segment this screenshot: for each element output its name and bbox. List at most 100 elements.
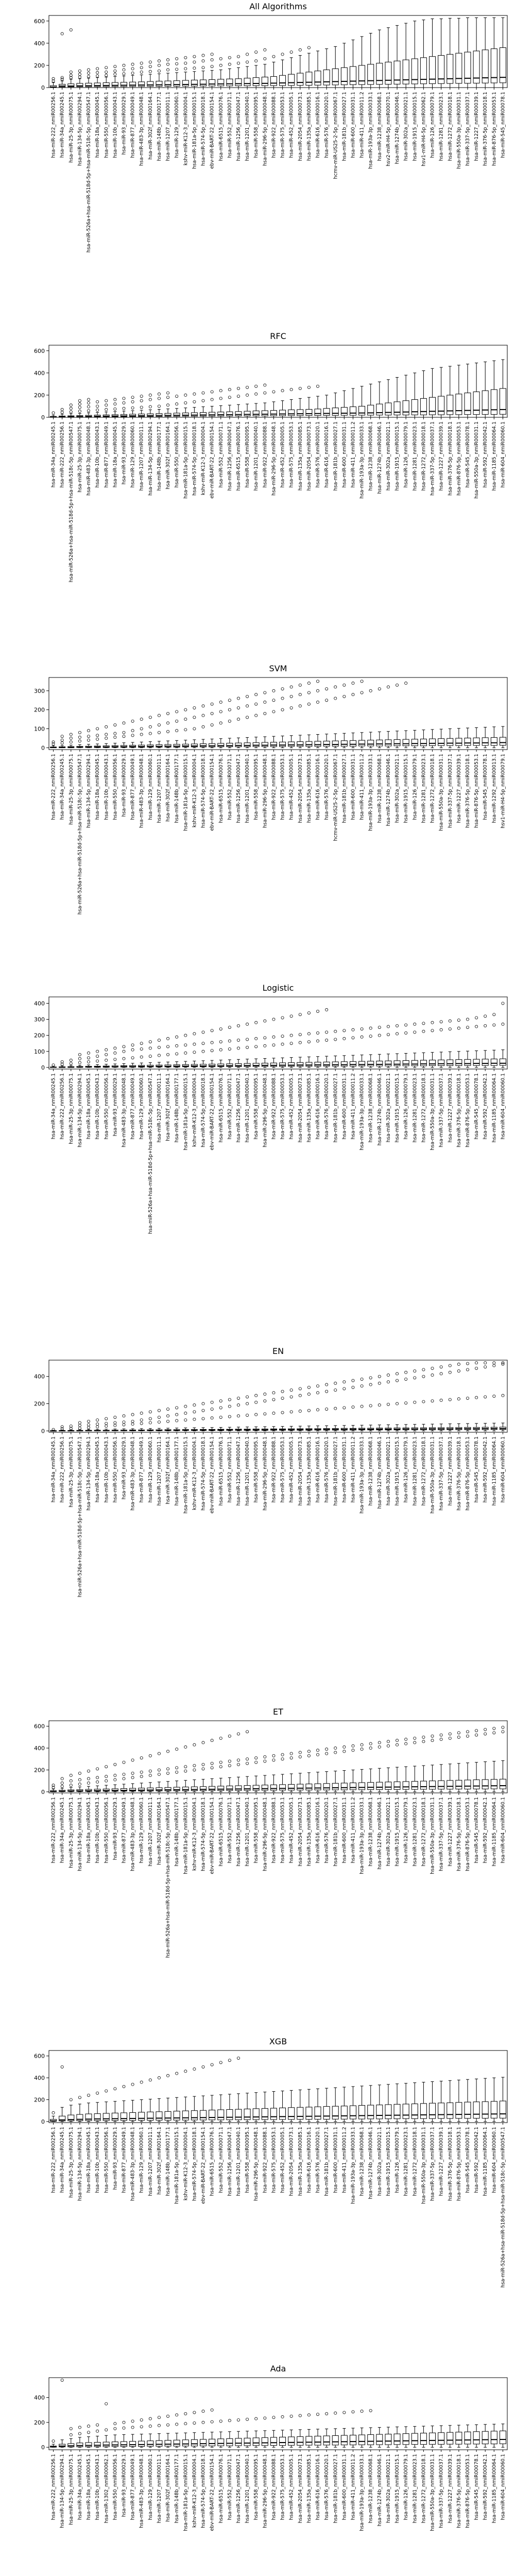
box-41 [411, 1369, 418, 1431]
box-iqr [473, 1059, 480, 1066]
box-iqr [385, 1060, 392, 1066]
outlier-point [60, 408, 64, 411]
box-iqr [385, 2434, 392, 2445]
outlier-point [113, 1415, 117, 1419]
x-tick-label: hsa-miR-302a_nmiR00021.1 [386, 1797, 391, 1866]
x-tick-label: hsa-miR-302a_nmiR00021.1 [386, 1436, 391, 1505]
box-iqr [217, 79, 225, 87]
outlier-point [307, 682, 311, 685]
box-25 [270, 1754, 277, 1792]
box-39 [393, 1372, 401, 1431]
box-19 [217, 389, 225, 418]
box-iqr [235, 1063, 242, 1067]
x-tick-label: hsa-miR-302f_nmiR00164.1 [165, 754, 171, 822]
outlier-point [87, 1060, 91, 1063]
outlier-point [492, 1013, 496, 1016]
outlier-point [246, 704, 249, 708]
outlier-point [148, 70, 152, 73]
box-18 [209, 53, 216, 88]
box-3 [76, 69, 83, 88]
box-iqr [156, 81, 163, 87]
outlier-point [466, 1368, 469, 1371]
outlier-point [254, 392, 258, 396]
x-tick-label: hsa-miR-1272_nmiR00018.1 [448, 92, 453, 161]
x-tick-label: hsa-miR-1292_nmiR00013.1 [491, 754, 497, 823]
box-iqr [332, 740, 339, 747]
box-27 [288, 685, 295, 748]
y-tick-label: 400 [34, 2395, 45, 2401]
box-36 [367, 1026, 374, 1068]
box-44 [438, 18, 445, 88]
x-tick-label: hsa-miR-876-5p_nmiR00053.1 [456, 2127, 462, 2201]
outlier-point [448, 1398, 452, 1401]
box-iqr [182, 80, 189, 87]
outlier-point [78, 1783, 81, 1786]
outlier-point [96, 1776, 99, 1780]
x-tick-label: ebv-miR-BART-22_nmiR00154.1 [201, 2127, 207, 2204]
x-tick-label: hsa-miR-1207_nmiR00011.1 [157, 1436, 162, 1505]
outlier-point [131, 1419, 134, 1423]
x-tick-label: hsa-miR-922_nmiR00088.1 [271, 754, 277, 820]
x-tick-label: hsa-miR-93_nmiR00029.1 [121, 421, 127, 484]
outlier-point [396, 1739, 399, 1742]
outlier-point [113, 732, 117, 735]
box-11 [147, 60, 154, 88]
box-6 [102, 1417, 110, 1431]
outlier-point [69, 1774, 73, 1777]
box-41 [411, 2082, 418, 2122]
box-23 [252, 1756, 260, 1792]
box-24 [261, 1755, 268, 1792]
outlier-point [289, 1395, 293, 1399]
outlier-point [254, 1021, 258, 1024]
box-51 [499, 2077, 506, 2122]
x-tick-label: hsa-miR-411_nmiR00011.2 [350, 421, 356, 487]
x-tick-label: hsa-miR-1201_nmiR00040.1 [245, 1073, 250, 1142]
x-tick-label: hsa-miR-1185_nmiR00064.1 [491, 1436, 497, 1505]
box-iqr [340, 67, 348, 86]
outlier-point [148, 1410, 152, 1414]
outlier-point [377, 1745, 381, 1749]
box-iqr [226, 1785, 233, 1791]
outlier-point [236, 55, 240, 58]
x-tick-label: hsa-miR-600_nmiR00031.1 [333, 2127, 338, 2193]
x-tick-label: hsa-miR-129_nmiR00060.1 [148, 754, 153, 820]
box-35 [358, 2086, 366, 2122]
outlier-point [219, 1406, 222, 1410]
box-40 [402, 1370, 409, 1431]
box-18 [209, 1400, 216, 1431]
outlier-point [60, 32, 64, 36]
x-tick-label: hsa-miR-483-3p_nmiR00048.1 [130, 1436, 136, 1511]
x-tick-label: hsa-miR-6515_nmiR00076.1 [236, 421, 242, 490]
box-iqr [226, 411, 233, 417]
outlier-point [466, 1018, 469, 1021]
box-iqr [429, 397, 436, 415]
x-tick-label: hsa-miR-616_nmiR00016.1 [315, 2454, 321, 2520]
box-iqr [314, 409, 321, 416]
box-41 [411, 372, 418, 418]
x-tick-label: hsa-miR-25-3p_nmiR00075.1 [68, 1073, 74, 1144]
box-40 [402, 375, 409, 418]
x-tick-label: hsa-miR-1915_nmiR00015.1 [394, 1073, 400, 1142]
x-tick-label: hsa-miR-1238_nmiR00068.1 [377, 92, 383, 161]
box-22 [244, 1395, 251, 1431]
box-1 [59, 735, 66, 748]
outlier-point [140, 1421, 143, 1425]
outlier-point [272, 1412, 276, 1415]
chart-title: All Algorithms [249, 2, 307, 11]
outlier-point [166, 1419, 170, 1423]
x-tick-label: hsa-miR-1915_nmiR00015.1 [394, 421, 400, 490]
x-tick-label: hsa-miR-922_nmiR00088.1 [271, 2454, 277, 2520]
outlier-point [281, 708, 284, 711]
box-iqr [447, 2102, 454, 2119]
x-tick-label: hsa-miR-148b_nmiR00177.1 [174, 1073, 180, 1142]
box-5 [94, 727, 101, 748]
box-50 [490, 17, 497, 88]
outlier-point [87, 1051, 91, 1055]
box-iqr [244, 78, 251, 87]
box-iqr [85, 82, 92, 87]
x-tick-label: hsa-miR-148b_nmiR00177.1 [157, 92, 162, 161]
x-tick-label: hsa-miR-604_nmiR00060.1 [491, 2127, 497, 2193]
box-iqr [447, 2432, 454, 2445]
y-tick-label: 300 [34, 1016, 45, 1023]
